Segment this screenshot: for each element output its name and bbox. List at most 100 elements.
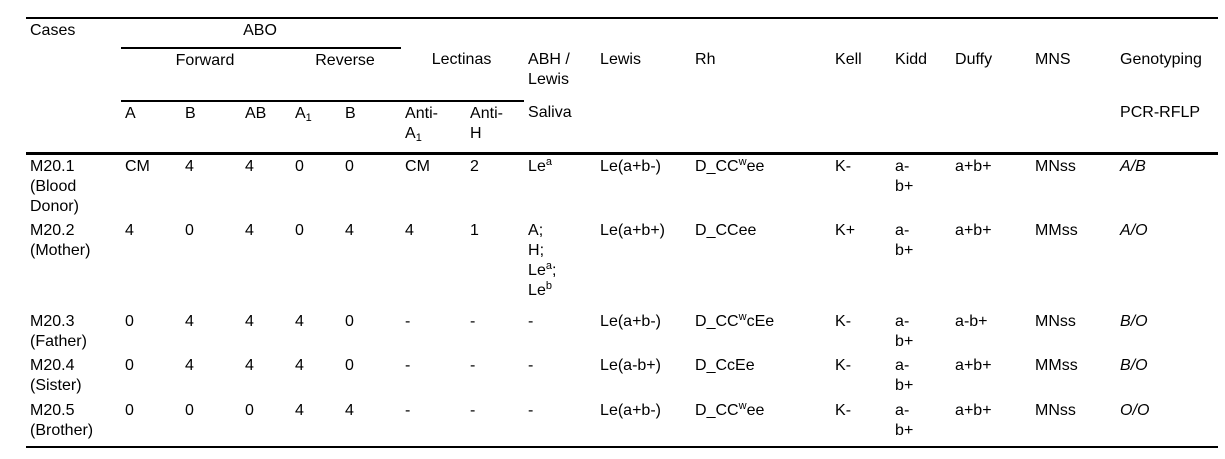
data-row-m20-1: M20.1 (Blood Donor) CM 4 4 0 0 CM 2 Lea Le… xyxy=(26,153,1218,219)
cell-mns: MMss xyxy=(1035,221,1078,239)
cell-kidd: a-b+ xyxy=(895,312,914,350)
cell-anti-h: 2 xyxy=(470,157,479,175)
cell-forward-b: 0 xyxy=(181,398,241,448)
header-col-b-reverse: B xyxy=(341,101,402,155)
cell-case: M20.5 (Brother) xyxy=(26,398,121,448)
cell-forward-a: CM xyxy=(125,157,150,175)
cell-reverse-a1: 0 xyxy=(295,157,304,175)
header-row-columns: A B AB A1 B Anti- A1 Anti- H Saliva PCR-RF… xyxy=(26,101,1219,155)
header-duffy: Duffy xyxy=(955,51,993,68)
table-body: M20.1 (Blood Donor) CM 4 4 0 0 CM 2 Lea Le… xyxy=(26,153,1219,448)
header-col-a: A xyxy=(121,101,181,155)
header-col-pcr-rflp: PCR-RFLP xyxy=(1116,101,1219,155)
cell-kell: K- xyxy=(835,157,852,175)
cell-kell: K- xyxy=(835,312,852,330)
cell-saliva: A; H; Lea; Leb xyxy=(528,221,557,299)
cell-reverse-b: 0 xyxy=(345,312,354,330)
header-cases: Cases xyxy=(26,17,121,155)
cell-lewis: Le(a+b-) xyxy=(600,157,661,175)
cell-mns: MNss xyxy=(1035,157,1076,175)
header-col-b: B xyxy=(181,101,241,155)
cell-anti-a1: - xyxy=(405,312,411,330)
cell-rh: D_CCwee xyxy=(691,398,832,448)
cell-genotyping: O/O xyxy=(1116,398,1219,448)
blood-typing-table: Cases ABO Forward Reverse Lectinas ABH /… xyxy=(26,17,1219,448)
cell-kidd: a-b+ xyxy=(895,356,914,394)
cell-saliva: Lea xyxy=(528,155,552,175)
cell-forward-a: 0 xyxy=(125,312,134,330)
cell-lewis: Le(a-b+) xyxy=(600,356,661,374)
cell-anti-h: - xyxy=(470,356,476,374)
header-abo-group: ABO xyxy=(121,17,402,49)
cell-saliva: - xyxy=(528,356,534,374)
cell-duffy: a+b+ xyxy=(955,221,992,239)
cell-forward-ab: 4 xyxy=(245,157,254,175)
cell-kidd: a-b+ xyxy=(895,221,914,259)
header-reverse-group: Reverse xyxy=(291,48,402,102)
header-col-anti-a1: Anti- A1 xyxy=(401,101,467,155)
cell-case: M20.4 (Sister) xyxy=(30,356,82,394)
cell-duffy: a+b+ xyxy=(951,398,1032,448)
cell-reverse-a1: 4 xyxy=(295,356,304,374)
cell-reverse-a1: 4 xyxy=(291,398,341,448)
header-forward-group: Forward xyxy=(121,48,291,102)
cell-forward-ab: 4 xyxy=(245,356,254,374)
cell-reverse-b: 4 xyxy=(341,398,402,448)
cell-saliva: - xyxy=(524,398,597,448)
empty-header-cell xyxy=(831,101,892,155)
cell-reverse-a1: 0 xyxy=(295,221,304,239)
cell-kidd: a-b+ xyxy=(891,398,952,448)
cell-anti-h: - xyxy=(470,312,476,330)
header-genotyping: Genotyping xyxy=(1120,51,1202,68)
cell-genotyping: B/O xyxy=(1120,356,1148,374)
header-col-ab: AB xyxy=(241,101,291,155)
cell-genotyping: A/O xyxy=(1120,221,1148,239)
header-row-subgroups: Forward Reverse Lectinas ABH / Lewis Lewi… xyxy=(26,48,1218,102)
cell-rh: D_CcEe xyxy=(695,356,755,374)
cell-rh: D_CCee xyxy=(695,221,757,239)
data-row-m20-5: M20.5 (Brother) 0 0 0 4 4 - - - Le(a+b-) … xyxy=(26,398,1219,448)
cell-genotyping: B/O xyxy=(1120,312,1148,330)
header-row-groups: Cases ABO xyxy=(26,17,1219,155)
table-header: Cases ABO Forward Reverse Lectinas ABH /… xyxy=(26,17,1219,155)
empty-header-cell xyxy=(401,17,1219,48)
cell-forward-ab: 4 xyxy=(245,221,254,239)
header-mns: MNS xyxy=(1035,51,1071,68)
cell-lewis: Le(a+b-) xyxy=(596,398,692,448)
cell-reverse-b: 0 xyxy=(345,157,354,175)
cell-lewis: Le(a+b+) xyxy=(600,221,665,239)
empty-header-cell xyxy=(891,101,952,155)
cell-reverse-b: 0 xyxy=(345,356,354,374)
cell-forward-a: 0 xyxy=(125,356,134,374)
empty-header-cell xyxy=(951,101,1032,155)
cell-forward-b: 4 xyxy=(185,312,194,330)
cell-reverse-a1: 4 xyxy=(295,312,304,330)
cell-rh: D_CCwee xyxy=(695,155,765,175)
data-row-m20-3: M20.3 (Father) 0 4 4 4 0 - - - Le(a+b-) D… xyxy=(26,310,1218,354)
header-col-saliva: Saliva xyxy=(524,101,597,155)
cell-saliva: - xyxy=(528,312,534,330)
empty-header-cell xyxy=(1031,101,1117,155)
header-col-anti-h: Anti- H xyxy=(466,101,525,155)
cell-forward-b: 0 xyxy=(185,221,194,239)
data-row-m20-2: M20.2 (Mother) 4 0 4 0 4 4 1 A; H; Lea; Leb … xyxy=(26,219,1218,310)
empty-header-cell xyxy=(596,101,692,155)
cell-forward-ab: 0 xyxy=(241,398,291,448)
empty-header-cell xyxy=(691,101,832,155)
cell-anti-a1: 4 xyxy=(405,221,414,239)
data-row-m20-4: M20.4 (Sister) 0 4 4 4 0 - - - Le(a-b+) D… xyxy=(26,354,1218,399)
cell-duffy: a+b+ xyxy=(955,157,992,175)
cell-forward-b: 4 xyxy=(185,157,194,175)
header-rh: Rh xyxy=(695,51,716,68)
cell-duffy: a-b+ xyxy=(955,312,988,330)
cell-rh: D_CCwcEe xyxy=(695,310,775,330)
cell-kell: K- xyxy=(831,398,892,448)
cell-anti-a1: - xyxy=(401,398,467,448)
cell-forward-ab: 4 xyxy=(245,312,254,330)
cell-case: M20.3 (Father) xyxy=(30,312,87,350)
cell-anti-h: - xyxy=(466,398,525,448)
cell-mns: MNss xyxy=(1035,312,1076,330)
cell-case: M20.1 (Blood Donor) xyxy=(30,157,79,215)
cell-mns: MMss xyxy=(1035,356,1078,374)
